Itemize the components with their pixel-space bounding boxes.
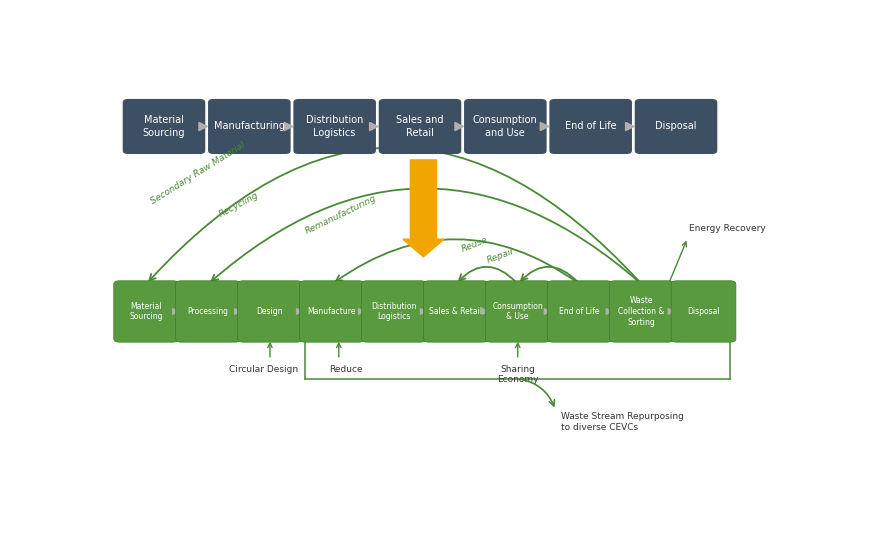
Text: Material
Sourcing: Material Sourcing <box>130 301 163 322</box>
Text: Repair: Repair <box>486 247 517 265</box>
Text: Manufacturing: Manufacturing <box>214 121 285 132</box>
Text: Manufacture: Manufacture <box>307 307 356 316</box>
Text: Circular Design: Circular Design <box>228 365 297 374</box>
Text: Secondary Raw Material: Secondary Raw Material <box>149 141 246 206</box>
Text: Consumption
& Use: Consumption & Use <box>492 301 543 322</box>
FancyBboxPatch shape <box>635 99 718 154</box>
Text: Reuse: Reuse <box>461 235 489 254</box>
FancyBboxPatch shape <box>486 281 550 342</box>
FancyBboxPatch shape <box>550 99 632 154</box>
FancyBboxPatch shape <box>293 99 376 154</box>
FancyArrow shape <box>403 160 444 257</box>
Text: Disposal: Disposal <box>687 307 720 316</box>
Text: Sales and
Retail: Sales and Retail <box>396 115 444 138</box>
Text: End of Life: End of Life <box>559 307 600 316</box>
Text: Reduce: Reduce <box>329 365 362 374</box>
Text: Recycling: Recycling <box>218 191 260 219</box>
Text: Waste Stream Repurposing
to diverse CEVCs: Waste Stream Repurposing to diverse CEVC… <box>561 412 684 432</box>
Text: Waste
Collection &
Sorting: Waste Collection & Sorting <box>618 296 665 327</box>
Text: Sales & Retail: Sales & Retail <box>429 307 482 316</box>
Text: Design: Design <box>257 307 283 316</box>
Text: Energy Recovery: Energy Recovery <box>689 224 765 233</box>
FancyBboxPatch shape <box>609 281 674 342</box>
FancyBboxPatch shape <box>114 281 178 342</box>
Text: Distribution
Logistics: Distribution Logistics <box>371 301 416 322</box>
Text: Consumption
and Use: Consumption and Use <box>473 115 538 138</box>
FancyBboxPatch shape <box>547 281 612 342</box>
FancyBboxPatch shape <box>464 99 547 154</box>
FancyBboxPatch shape <box>238 281 302 342</box>
Text: Processing: Processing <box>187 307 228 316</box>
FancyBboxPatch shape <box>299 281 364 342</box>
FancyBboxPatch shape <box>424 281 488 342</box>
Text: Remanufacturing: Remanufacturing <box>304 193 378 236</box>
Text: Distribution
Logistics: Distribution Logistics <box>306 115 363 138</box>
FancyBboxPatch shape <box>123 99 205 154</box>
Text: Material
Sourcing: Material Sourcing <box>143 115 186 138</box>
Text: Disposal: Disposal <box>655 121 697 132</box>
Text: Sharing
Economy: Sharing Economy <box>497 365 538 384</box>
FancyBboxPatch shape <box>378 99 461 154</box>
Text: End of Life: End of Life <box>565 121 616 132</box>
FancyBboxPatch shape <box>208 99 290 154</box>
FancyBboxPatch shape <box>176 281 241 342</box>
FancyBboxPatch shape <box>361 281 426 342</box>
FancyBboxPatch shape <box>671 281 736 342</box>
